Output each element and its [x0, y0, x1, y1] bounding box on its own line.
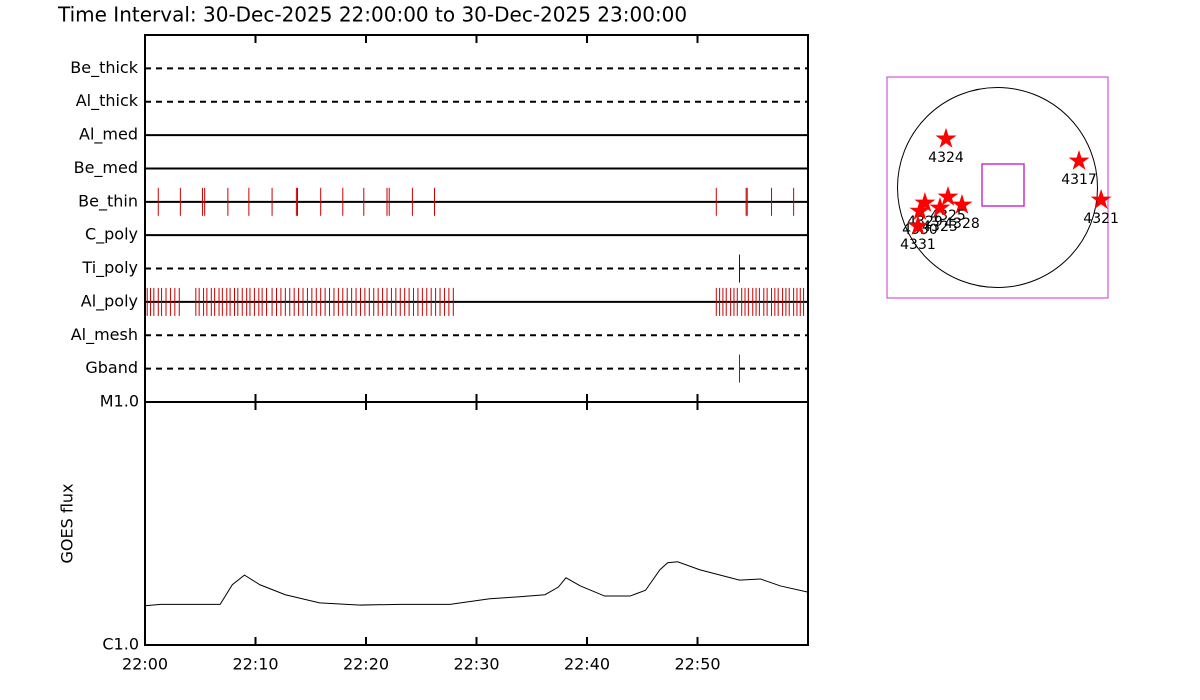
row-label: Al_med: [79, 125, 138, 145]
region-marker: [937, 186, 959, 206]
x-tick-label: 22:20: [343, 655, 389, 674]
x-tick-label: 22:00: [122, 655, 168, 674]
region-marker: [909, 200, 931, 220]
row-label: Al_poly: [81, 291, 138, 311]
region-marker: [1090, 189, 1112, 209]
x-tick-label: 22:40: [564, 655, 610, 674]
region-label: 4328: [944, 216, 980, 232]
region-marker: [929, 197, 951, 217]
y-tick-label: M1.0: [100, 392, 139, 411]
row-label: Al_mesh: [71, 325, 138, 345]
map-frame: [886, 76, 1109, 299]
region-label: 4324: [928, 150, 964, 166]
region-label: 4323: [922, 219, 958, 235]
field-of-view: [981, 163, 1025, 207]
x-tick-label: 22:10: [232, 655, 278, 674]
row-label: Be_med: [74, 158, 138, 178]
y-tick-label: C1.0: [102, 635, 139, 654]
row-label: Al_thick: [76, 91, 139, 111]
region-marker: [907, 215, 929, 235]
flux-line: [144, 561, 809, 607]
region-marker: [935, 127, 957, 148]
region-marker: [1068, 150, 1090, 170]
region-label: 4317: [1061, 172, 1097, 188]
region-label: 4321: [1083, 211, 1119, 227]
row-label: Gband: [85, 358, 138, 377]
chart-title: Time Interval: 30-Dec-2025 22:00:00 to 3…: [57, 3, 687, 27]
region-marker: [914, 192, 936, 212]
row-label: Be_thin: [78, 191, 138, 211]
solar-limb: [897, 87, 1098, 288]
row-label: C_poly: [85, 225, 138, 245]
x-tick-label: 22:30: [453, 655, 499, 674]
row-label: Be_thick: [70, 58, 138, 78]
row-label: Ti_poly: [81, 258, 138, 278]
x-tick-label: 22:50: [674, 655, 720, 674]
y-axis-label: GOES flux: [58, 483, 77, 563]
region-label: 4331: [900, 237, 936, 253]
region-marker: [951, 194, 973, 214]
